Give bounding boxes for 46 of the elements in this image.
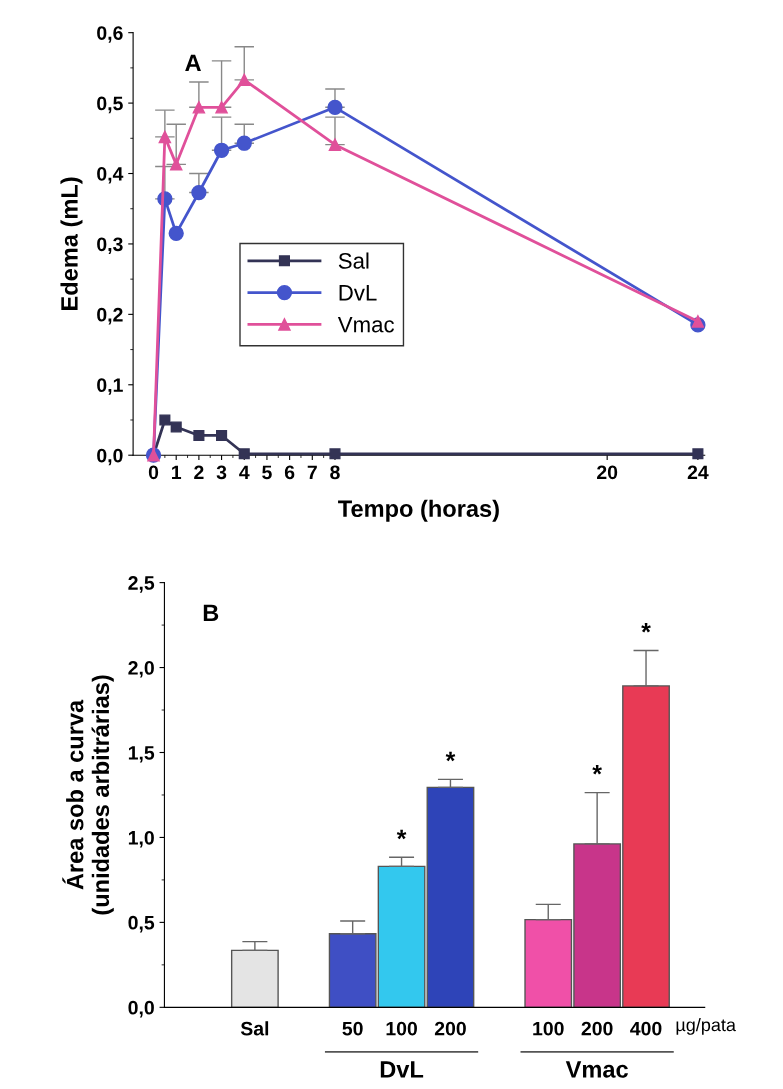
legend-label: Sal [338,252,369,269]
x-tick-label: 1 [172,465,182,480]
y-tick-label: 0,5 [97,96,123,114]
y-axis-title: Edema (mL) [60,177,83,310]
y-axis-title: Área sob a curva (unidades arbitrárias) [62,675,114,915]
x-tick-label: Sal [240,1021,269,1036]
legend-label: Vmac [337,316,394,333]
x-axis-title: Tempo (horas) [338,499,499,522]
y-tick-label: 0,5 [128,915,155,933]
y-tick-label: 2,0 [128,661,154,678]
text: DvL [380,1061,424,1078]
data-label: * [592,765,602,775]
y-tick-label: 0,0 [128,1000,154,1018]
y-tick-label: 2,5 [128,576,155,593]
text: Vmac [565,1061,628,1078]
y-tick-label: 0,2 [97,307,123,325]
text: µg/pata [676,1018,736,1035]
x-tick-label: 5 [262,465,272,480]
x-tick-label: 400 [630,1021,662,1036]
y-tick-label: 1,5 [128,746,155,763]
annotation: A [185,54,201,71]
x-tick-label: 4 [239,465,250,480]
y-tick-label: 0,4 [97,166,124,184]
y-tick-label: 1,0 [128,830,154,848]
x-tick-label: 8 [330,465,340,480]
x-tick-label: 200 [581,1021,613,1036]
data-label: * [641,623,651,633]
y-tick-label: 0,3 [97,237,123,254]
x-tick-label: 0 [148,465,159,480]
x-tick-label: 50 [342,1021,363,1036]
legend-label: DvL [339,285,377,301]
y-tick-label: 0,6 [97,26,123,43]
x-tick-label: 3 [216,465,227,480]
data-label: * [396,829,407,840]
x-tick-label: 6 [284,465,295,480]
x-tick-label: 100 [533,1021,564,1036]
x-tick-label: 100 [386,1021,417,1036]
x-tick-label: 200 [434,1021,466,1036]
x-tick-label: 2 [194,465,204,480]
data-label: * [445,751,456,762]
x-tick-label: 24 [687,465,709,480]
y-tick-label: 0,0 [97,448,123,466]
x-tick-label: 20 [597,465,618,480]
x-tick-label: 7 [307,465,317,480]
text: B [203,604,219,621]
y-tick-label: 0,1 [97,378,123,395]
